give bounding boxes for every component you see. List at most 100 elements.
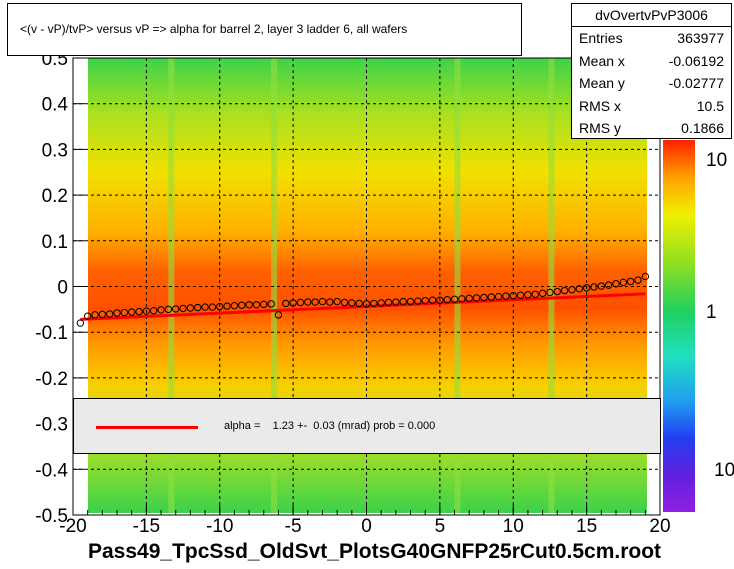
profile-point	[289, 299, 297, 307]
profile-point	[252, 301, 261, 309]
profile-point	[150, 307, 158, 315]
y-tick-label: 0.1	[42, 232, 68, 253]
x-tick-label: -5	[285, 516, 302, 537]
profile-point	[311, 298, 319, 306]
profile-point	[326, 298, 334, 306]
x-tick-label: 5	[435, 516, 446, 537]
plot-title: <(v - vP)/tvP> versus vP => alpha for ba…	[20, 22, 408, 36]
profile-point	[91, 311, 99, 319]
profile-point	[245, 301, 253, 309]
profile-point	[516, 291, 525, 299]
profile-point	[238, 301, 246, 309]
profile-point	[560, 286, 569, 295]
y-tick-label: -0.1	[35, 323, 68, 344]
colorbar-label-bottom: 10	[714, 460, 734, 481]
y-tick-label: 0	[57, 278, 68, 299]
x-tick-label: 20	[649, 516, 670, 537]
stripe-0	[168, 58, 175, 513]
stats-row-mean-x: Mean x -0.06192	[579, 52, 724, 69]
profile-point	[421, 296, 429, 305]
profile-point	[450, 295, 459, 303]
profile-point	[582, 284, 591, 292]
profile-point	[428, 296, 437, 304]
profile-point	[399, 297, 407, 306]
profile-point	[377, 299, 385, 307]
profile-point	[546, 288, 554, 297]
profile-point	[619, 278, 628, 287]
colorbar-label-mid: 1	[706, 302, 717, 323]
x-tick-label: 10	[503, 516, 524, 537]
profile-point	[142, 307, 151, 315]
stats-row-rms-y: RMS y 0.1866	[579, 120, 724, 137]
profile-point	[626, 277, 635, 286]
profile-point	[76, 319, 85, 327]
profile-point	[201, 303, 209, 311]
y-tick-label: -0.5	[35, 506, 68, 527]
profile-point	[304, 298, 312, 306]
profile-point	[135, 307, 143, 316]
profile-point	[436, 296, 444, 304]
profile-point	[538, 289, 547, 298]
heatmap-stripes	[168, 58, 555, 513]
y-tick-label: -0.4	[35, 460, 68, 481]
profile-point	[340, 298, 349, 307]
profile-point	[480, 293, 488, 302]
profile-point	[370, 299, 378, 308]
profile-point	[487, 293, 495, 301]
profile-point	[531, 290, 539, 298]
profile-point	[458, 295, 466, 303]
profile-point	[355, 299, 363, 308]
x-tick-label: -20	[59, 516, 86, 537]
profile-point	[296, 298, 305, 307]
profile-point	[443, 296, 451, 304]
profile-point	[612, 280, 620, 288]
profile-point	[509, 291, 517, 300]
profile-point	[157, 306, 165, 314]
profile-point	[568, 285, 576, 294]
x-axis: -20 -15 -10 -5 0 5 10 15 20	[59, 505, 671, 537]
profile-point	[524, 291, 532, 299]
profile-point	[348, 299, 356, 307]
profile-point	[230, 301, 239, 310]
stats-row-rms-x: RMS x 10.5	[579, 97, 724, 114]
x-tick-label: 15	[576, 516, 597, 537]
colorbar	[663, 140, 695, 512]
profile-point	[318, 297, 327, 306]
colorbar-label-top: 10	[706, 150, 727, 171]
legend-box: alpha = 1.23 +- 0.03 (mrad) prob = 0.000	[73, 398, 661, 454]
profile-point	[282, 299, 290, 308]
profile-point	[120, 308, 129, 317]
profile-point	[597, 282, 605, 290]
legend-fit-text: alpha = 1.23 +- 0.03 (mrad) prob = 0.000	[224, 420, 436, 432]
profile-point	[590, 283, 598, 291]
profile-point	[406, 297, 415, 306]
profile-point	[113, 309, 121, 317]
x-axis-title: Pass49_TpcSsd_OldSvt_PlotsG40GNFP25rCut0…	[88, 540, 662, 563]
stats-row-entries: Entries 363977	[579, 30, 724, 46]
profile-point	[186, 304, 195, 312]
profile-points	[76, 272, 650, 327]
profile-point	[208, 303, 217, 311]
profile-point	[172, 305, 180, 313]
y-axis: -0.5-0.4-0.3-0.2-0.100.10.20.30.40.5	[35, 49, 85, 527]
profile-point	[465, 294, 473, 303]
profile-point	[362, 300, 371, 308]
profile-point	[472, 294, 481, 302]
y-tick-label: 0.4	[42, 95, 69, 116]
profile-point	[105, 310, 114, 318]
stats-name: dvOvertvPvP3006	[572, 4, 731, 27]
profile-point	[333, 297, 341, 306]
y-tick-label: -0.3	[35, 415, 68, 436]
profile-point	[98, 310, 107, 319]
profile-point	[179, 304, 187, 313]
profile-point	[634, 276, 642, 284]
profile-point	[502, 292, 510, 300]
y-tick-label: 0.2	[42, 186, 68, 207]
stripe-3	[548, 58, 555, 513]
profile-point	[414, 297, 422, 305]
profile-point	[267, 300, 275, 308]
profile-point	[274, 311, 283, 319]
x-tick-label: -10	[206, 516, 233, 537]
fit-line-group	[80, 292, 646, 321]
profile-point	[384, 298, 393, 307]
